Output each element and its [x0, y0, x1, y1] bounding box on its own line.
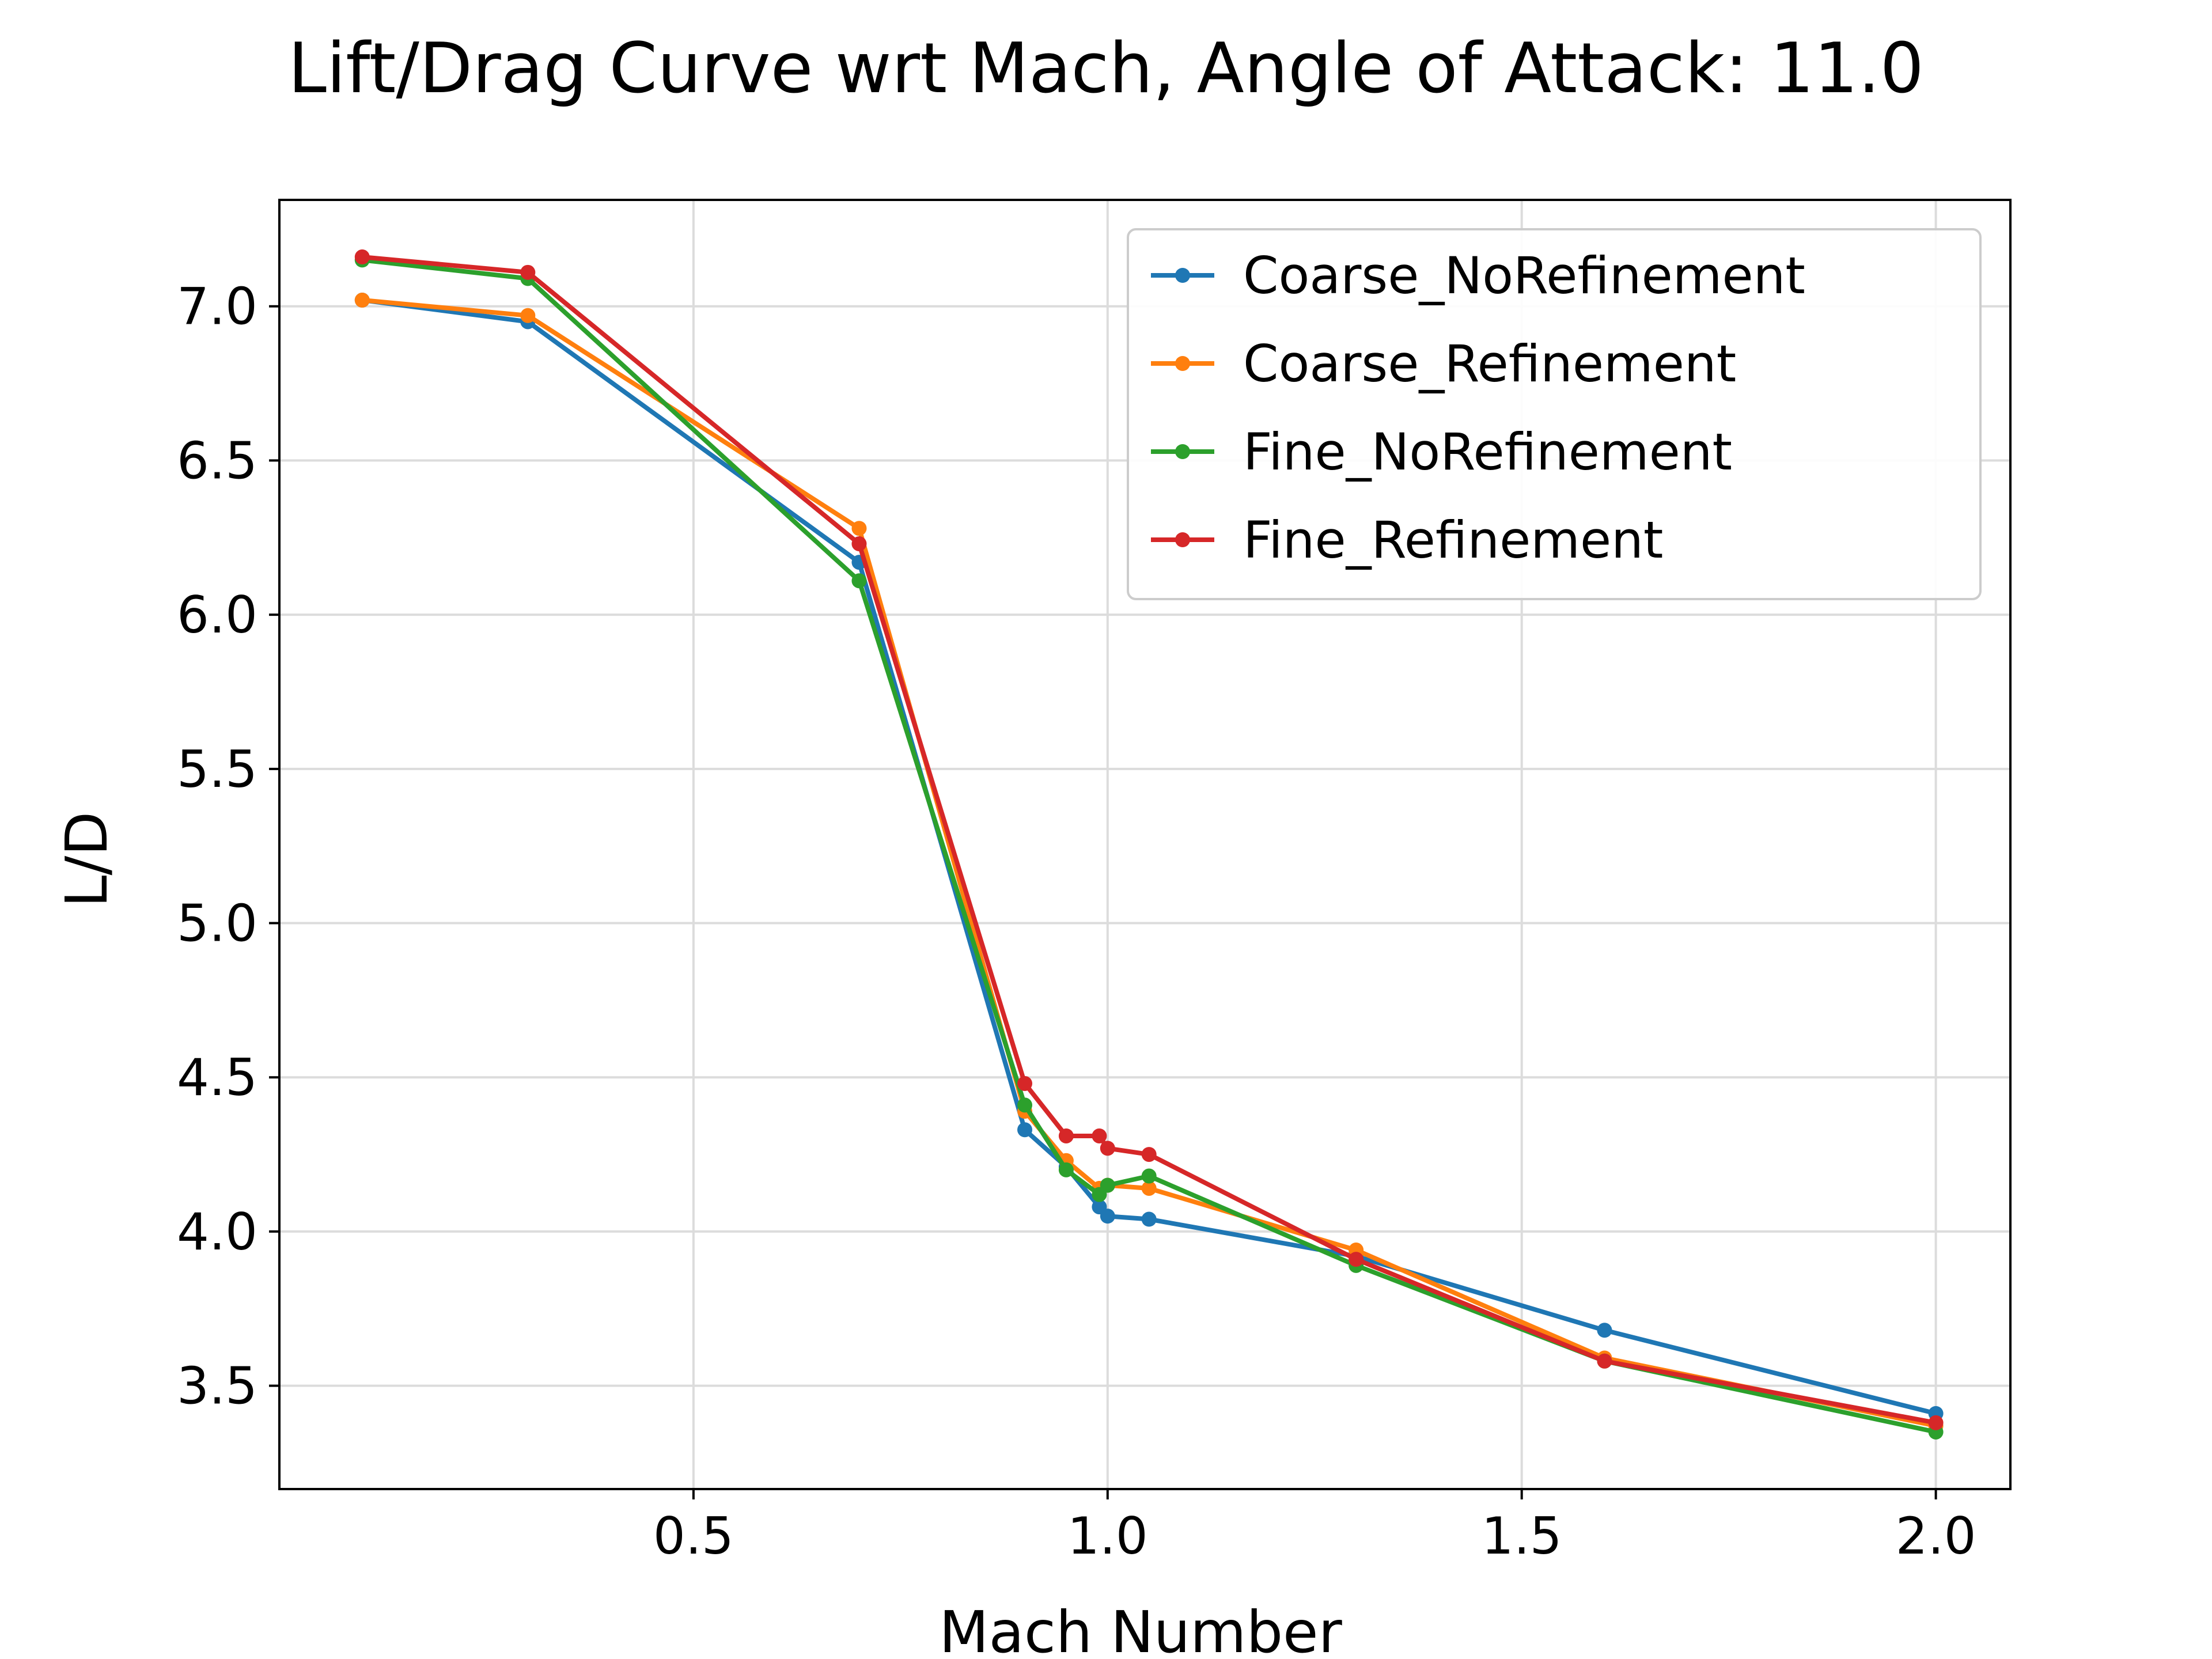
- data-point: [851, 521, 867, 536]
- plot-frame: [278, 199, 2012, 1490]
- series-layer: [354, 249, 1944, 1440]
- data-point: [1017, 1075, 1033, 1091]
- data-point: [354, 249, 370, 265]
- legend-label: Fine_Refinement: [1243, 510, 1663, 570]
- data-point: [1058, 1128, 1074, 1143]
- x-tick-label: 1.0: [1067, 1506, 1148, 1566]
- legend-swatch-marker: [1175, 356, 1190, 371]
- tick-layer: 0.5 1.0 1.5 2.0 3.5 4.0 4.5 5.0 5.5 6.0 6.5 7.0: [177, 277, 1976, 1566]
- x-tick-label: 0.5: [653, 1506, 734, 1566]
- data-point: [1141, 1147, 1157, 1162]
- data-point: [1141, 1211, 1157, 1227]
- data-point: [1017, 1122, 1033, 1138]
- data-point: [520, 264, 536, 280]
- y-tick-label: 4.0: [177, 1202, 257, 1262]
- y-tick-label: 5.0: [177, 894, 257, 953]
- x-tick-label: 2.0: [1896, 1506, 1976, 1566]
- data-point: [354, 293, 370, 308]
- data-point: [1141, 1168, 1157, 1184]
- legend-swatch-marker: [1175, 532, 1190, 547]
- data-point: [520, 308, 536, 323]
- data-point: [1100, 1177, 1115, 1193]
- data-point: [1092, 1128, 1107, 1143]
- x-tick-label: 1.5: [1482, 1506, 1562, 1566]
- x-axis-label: Mach Number: [939, 1599, 1342, 1659]
- data-point: [1100, 1141, 1115, 1156]
- legend-label: Fine_NoRefinement: [1243, 422, 1732, 482]
- data-point: [1349, 1252, 1364, 1267]
- legend-label: Coarse_NoRefinement: [1243, 246, 1805, 305]
- y-tick-label: 3.5: [177, 1357, 257, 1416]
- legend-box: [1127, 228, 1982, 600]
- data-point: [1597, 1323, 1612, 1338]
- legend-swatch-marker: [1175, 444, 1190, 459]
- data-point: [1100, 1209, 1115, 1224]
- data-point: [851, 573, 867, 589]
- y-axis-label: L/D: [53, 812, 120, 907]
- y-tick-label: 6.5: [177, 431, 257, 490]
- y-tick-label: 4.5: [177, 1048, 257, 1107]
- data-point: [851, 536, 867, 551]
- data-point: [1597, 1353, 1612, 1369]
- data-point: [1017, 1097, 1033, 1113]
- y-tick-label: 7.0: [177, 277, 257, 336]
- legend-swatch-marker: [1175, 268, 1190, 283]
- chart-title: Lift/Drag Curve wrt Mach, Angle of Attac…: [288, 29, 1924, 109]
- data-point: [1141, 1180, 1157, 1196]
- y-tick-label: 5.5: [177, 740, 257, 799]
- data-point: [1928, 1415, 1944, 1430]
- series-Fine_Refinement: [354, 249, 1944, 1430]
- legend-label: Coarse_Refinement: [1243, 334, 1736, 393]
- data-point: [1058, 1162, 1074, 1177]
- legend: Coarse_NoRefinement Coarse_Refinement Fine…: [1127, 228, 1982, 600]
- y-tick-label: 6.0: [177, 585, 257, 645]
